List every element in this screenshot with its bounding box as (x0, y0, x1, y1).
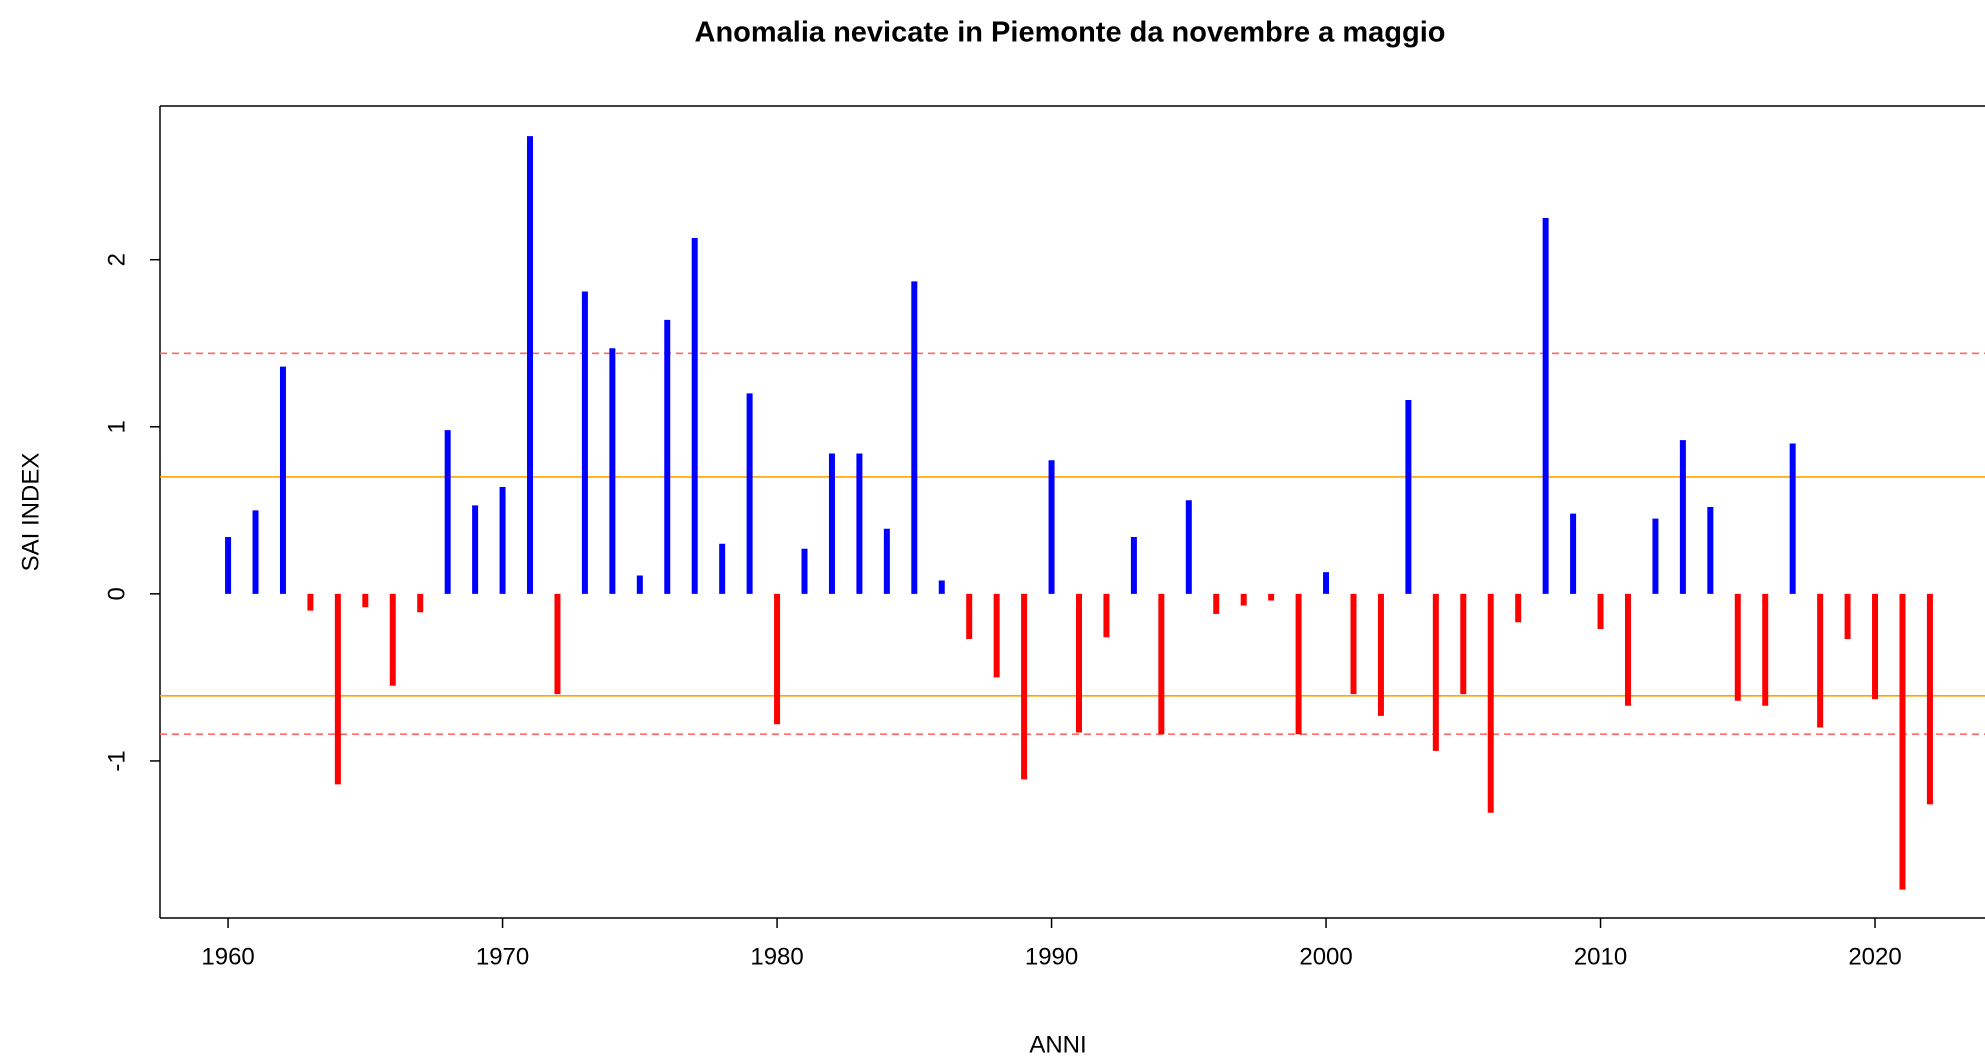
chart-title: Anomalia nevicate in Piemonte da novembr… (695, 17, 1446, 49)
x-tick-label: 2010 (1574, 943, 1627, 970)
x-tick-label: 2020 (1848, 943, 1901, 970)
x-tick-label: 1980 (750, 943, 803, 970)
x-axis-label: ANNI (1029, 1031, 1086, 1058)
y-tick-label: 0 (103, 587, 130, 600)
y-tick-label: 1 (103, 420, 130, 433)
x-tick-label: 1960 (201, 943, 254, 970)
x-tick-label: 1970 (476, 943, 529, 970)
y-tick-label: 2 (103, 253, 130, 266)
y-axis-label: SAI INDEX (17, 453, 44, 572)
y-tick-label: -1 (103, 750, 130, 771)
x-tick-label: 1990 (1025, 943, 1078, 970)
x-tick-label: 2000 (1299, 943, 1352, 970)
